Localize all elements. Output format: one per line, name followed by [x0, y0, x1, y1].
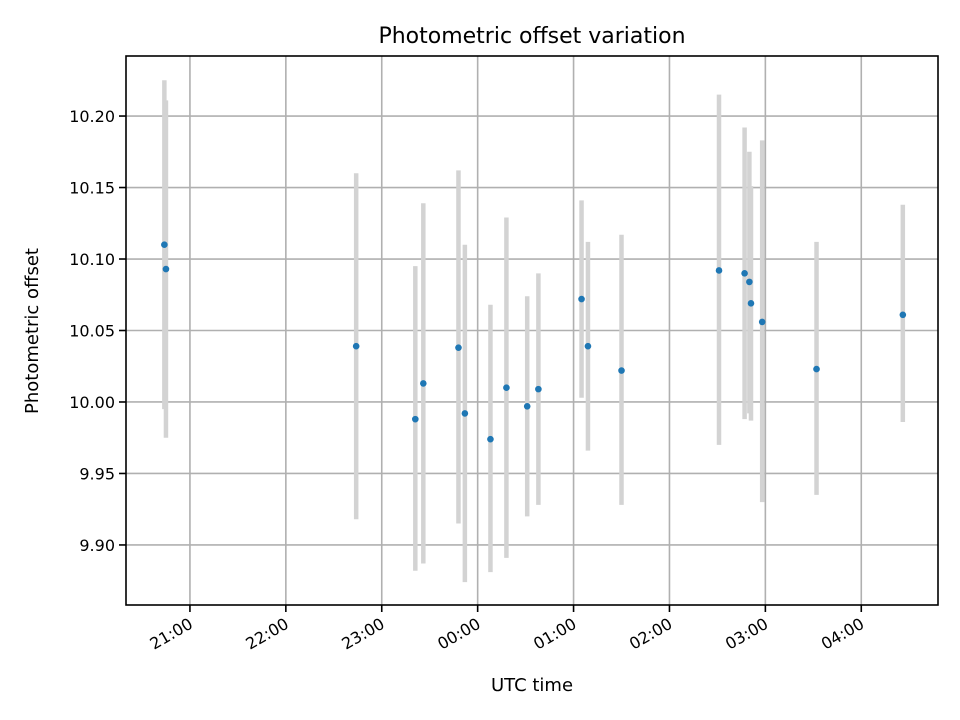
data-point — [813, 365, 820, 373]
data-point — [899, 311, 907, 319]
y-tick-label: 10.15 — [69, 179, 115, 198]
grid — [126, 56, 938, 605]
x-tick-label: 22:00 — [242, 614, 291, 654]
x-axis-label: UTC time — [491, 675, 573, 696]
data-point — [578, 295, 585, 303]
x-tick-label: 03:00 — [722, 614, 771, 654]
data-point — [523, 402, 531, 410]
y-tick-label: 10.10 — [69, 250, 115, 269]
data-point — [420, 380, 427, 387]
x-tick-label: 04:00 — [818, 614, 867, 654]
data-point — [715, 267, 723, 274]
x-tick-label: 01:00 — [530, 614, 579, 654]
data-point — [503, 384, 510, 391]
data-points — [161, 241, 907, 443]
data-point — [161, 241, 168, 249]
y-axis-label: Photometric offset — [22, 248, 43, 414]
data-point — [618, 367, 625, 374]
x-tick-label: 23:00 — [338, 614, 387, 654]
y-tick-label: 10.00 — [69, 393, 115, 412]
x-tick-label: 00:00 — [434, 614, 483, 654]
x-tick-label: 02:00 — [626, 614, 675, 654]
x-tick-label: 21:00 — [147, 614, 196, 654]
y-tick-label: 10.20 — [69, 107, 115, 126]
x-axis: 21:00 22:00 23:00 00:00 01:00 02:00 03:00 04:00 — [147, 605, 867, 654]
data-point — [747, 300, 755, 307]
data-point — [412, 415, 419, 423]
data-point — [741, 270, 748, 277]
data-point — [352, 342, 360, 350]
data-point — [461, 410, 469, 417]
data-point — [584, 342, 592, 350]
y-tick-label: 9.90 — [79, 536, 115, 555]
data-point — [746, 278, 753, 286]
y-tick-label: 10.05 — [69, 322, 115, 341]
data-point — [162, 265, 170, 273]
y-tick-label: 9.95 — [79, 464, 115, 483]
chart-title: Photometric offset variation — [378, 24, 685, 49]
data-point — [455, 344, 462, 351]
data-point — [758, 318, 766, 326]
y-axis: 9.90 9.95 10.00 10.05 10.10 10.15 10.20 — [69, 107, 126, 555]
data-point — [535, 385, 542, 393]
data-point — [487, 435, 494, 443]
